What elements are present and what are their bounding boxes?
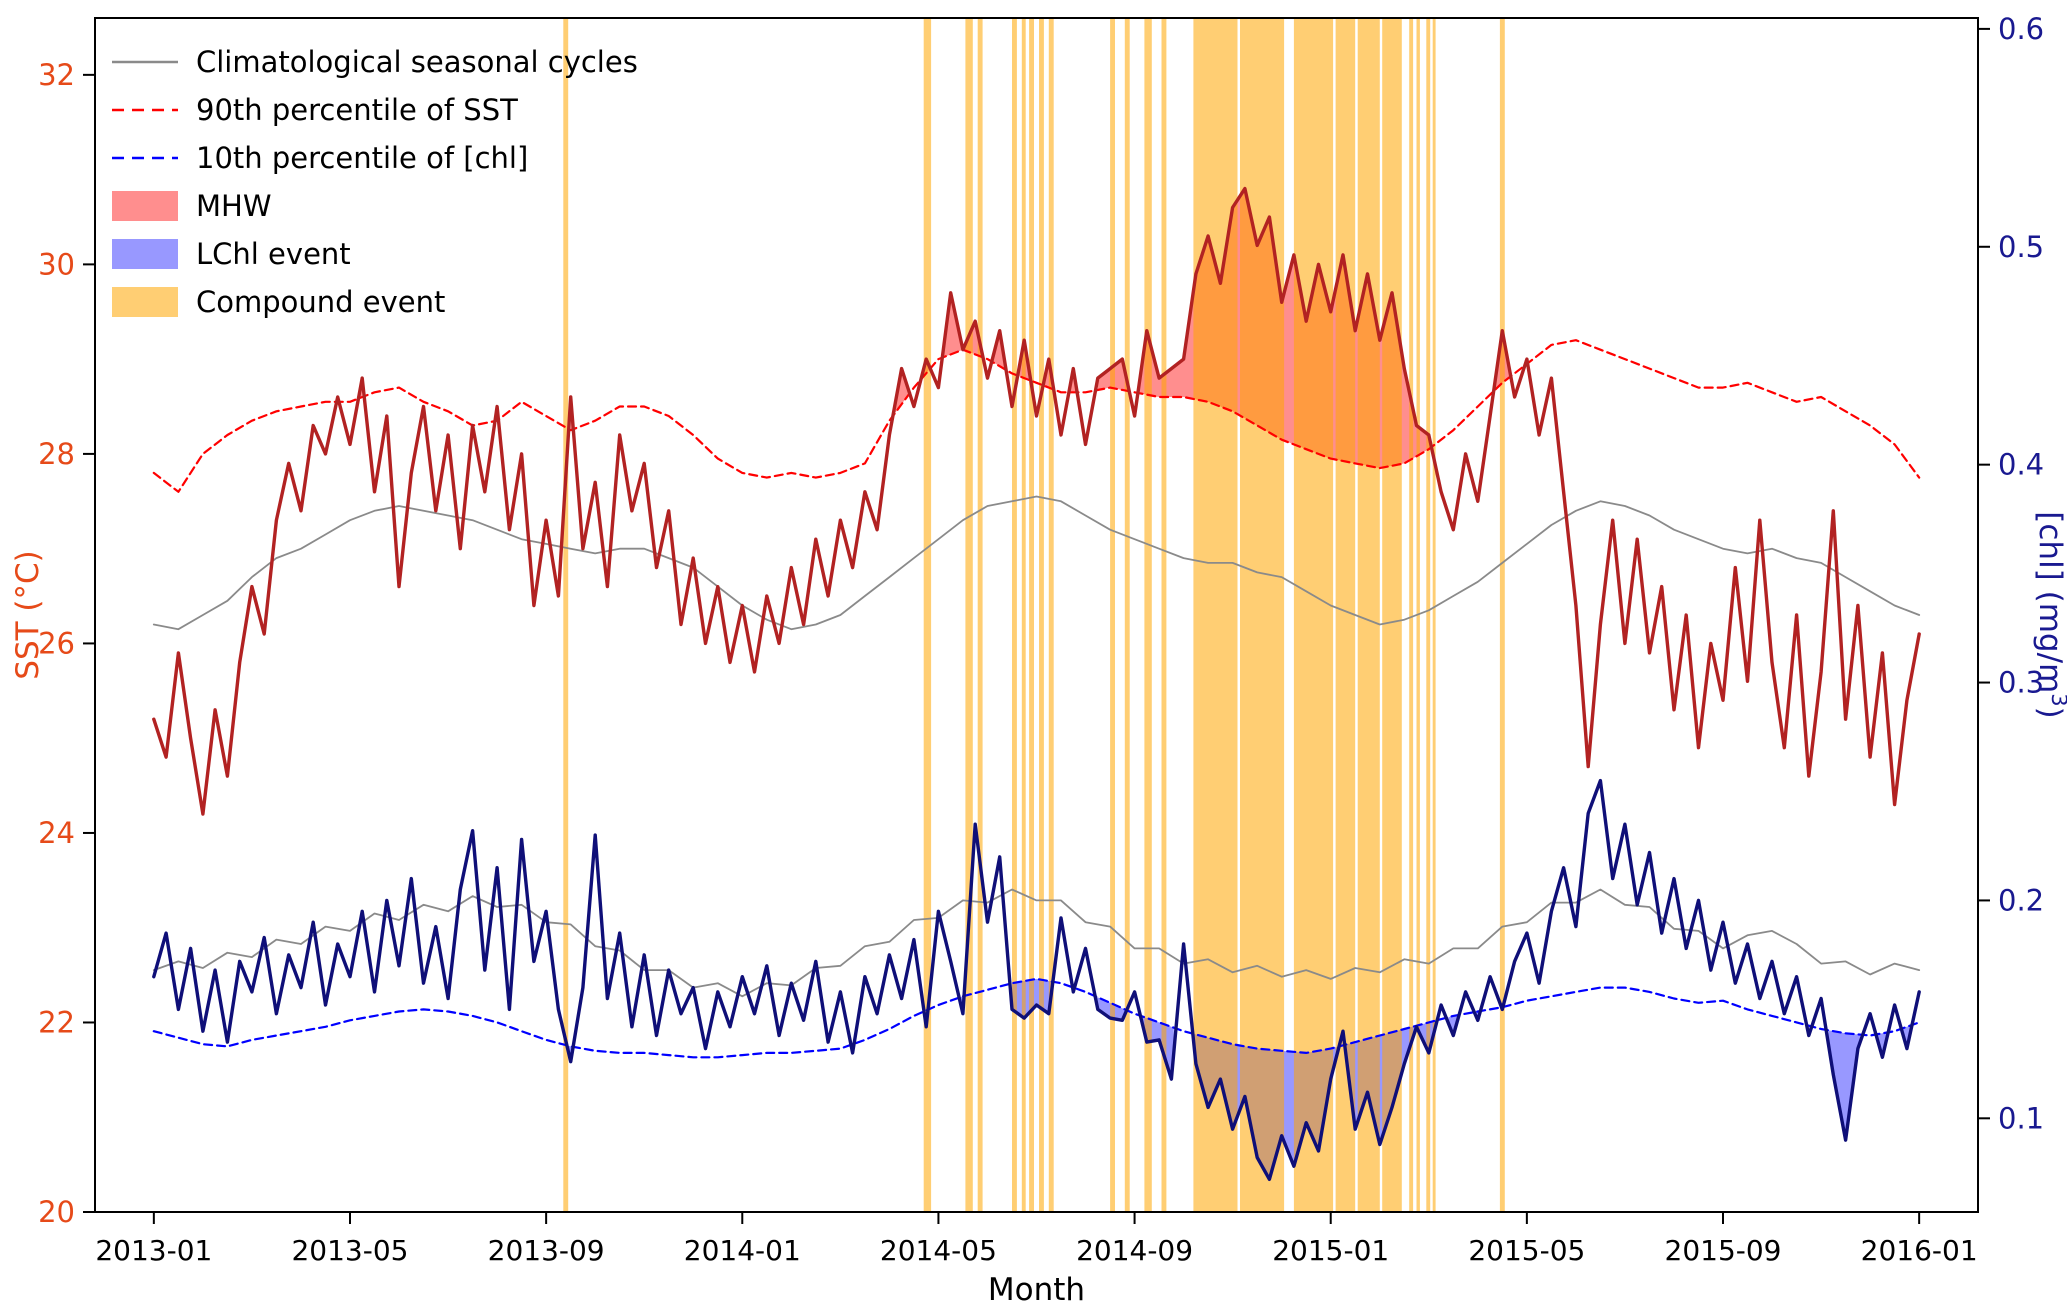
compound-band [1240,18,1285,1212]
series-lines [152,186,1921,1181]
y-right-tick-label: 0.2 [1998,883,2044,917]
legend-label: Climatological seasonal cycles [196,45,638,79]
axes: 2013-01 2013-05 2013-09 2014-01 2014-05 2014-… [10,12,2067,1308]
legend-item-climatological-seasonal-cycles: Climatological seasonal cycles [112,45,638,79]
compound-band [1432,18,1436,1212]
compound-band [965,18,973,1212]
y-left-tick-label: 20 [38,1195,75,1229]
y-right-axis-title: [chl] (mg/m3) [2032,511,2067,718]
clim-sst-line [152,495,1921,631]
compound-band [1193,18,1238,1212]
y-right-tick-label: 0.4 [1998,448,2044,482]
x-tick-label: 2013-09 [488,1234,605,1267]
y-left-tick-label: 28 [38,437,75,471]
compound-bands [563,18,1505,1212]
chl-line [152,778,1921,1181]
compound-band [1110,18,1115,1212]
legend-label: 90th percentile of SST [196,93,518,127]
y-right-tick-label: 0.1 [1998,1101,2044,1135]
legend: Climatological seasonal cycles 90th perce… [112,45,638,319]
legend-swatch-patch [112,239,178,269]
compound-band [1409,18,1414,1212]
legend-swatch-patch [112,287,178,317]
compound-band [1161,18,1167,1212]
compound-band [1012,18,1017,1212]
legend-label: MHW [196,189,272,223]
y-right-tick-label: 0.6 [1998,12,2044,46]
x-tick-label: 2015-01 [1272,1234,1389,1267]
p90-sst-line [152,339,1921,493]
clim-chl-line [152,888,1921,998]
x-tick-label: 2014-05 [880,1234,997,1267]
compound-band [1357,18,1380,1212]
x-tick-label: 2016-01 [1861,1234,1978,1267]
y-right-tick-label: 0.3 [1998,666,2044,700]
compound-band [977,18,983,1212]
compound-band [1293,18,1334,1212]
plot-frame [94,17,1979,1213]
legend-label: LChl event [196,237,351,271]
x-tick-label: 2013-05 [291,1234,408,1267]
compound-band [1499,18,1505,1212]
legend-item-mhw: MHW [112,189,272,223]
y-right-tick-label: 0.5 [1998,230,2044,264]
sst-line [152,186,1921,816]
legend-label: 10th percentile of [chl] [196,141,528,175]
legend-label: Compound event [196,285,445,319]
x-tick-label: 2015-05 [1468,1234,1585,1267]
legend-item-lchl-event: LChl event [112,237,351,271]
y-left-tick-label: 26 [38,626,75,660]
p10-chl-line [152,977,1921,1059]
legend-item-90th-percentile-of-sst: 90th percentile of SST [112,93,518,127]
y-left-axis-title: SST (°C) [10,550,46,679]
compound-band [1124,18,1130,1212]
compound-band [1021,18,1026,1212]
compound-band [1335,18,1356,1212]
compound-band [923,18,932,1212]
y-left-tick-label: 32 [38,58,75,92]
x-tick-label: 2014-01 [684,1234,801,1267]
compound-band [1039,18,1044,1212]
compound-band [1144,18,1152,1212]
x-tick-label: 2015-09 [1665,1234,1782,1267]
compound-band [563,18,569,1212]
y-left-tick-label: 22 [38,1005,75,1039]
legend-item-10th-percentile-of-chl: 10th percentile of [chl] [112,141,528,175]
compound-band [1029,18,1034,1212]
legend-swatch-patch [112,191,178,221]
x-axis-title: Month [988,1272,1085,1308]
y-left-tick-label: 30 [38,247,75,281]
legend-item-compound-event: Compound event [112,285,445,319]
x-tick-label: 2013-01 [95,1234,212,1267]
compound-band [1426,18,1431,1212]
x-tick-label: 2014-09 [1076,1234,1193,1267]
y-left-tick-label: 24 [38,816,75,850]
compound-band [1048,18,1054,1212]
